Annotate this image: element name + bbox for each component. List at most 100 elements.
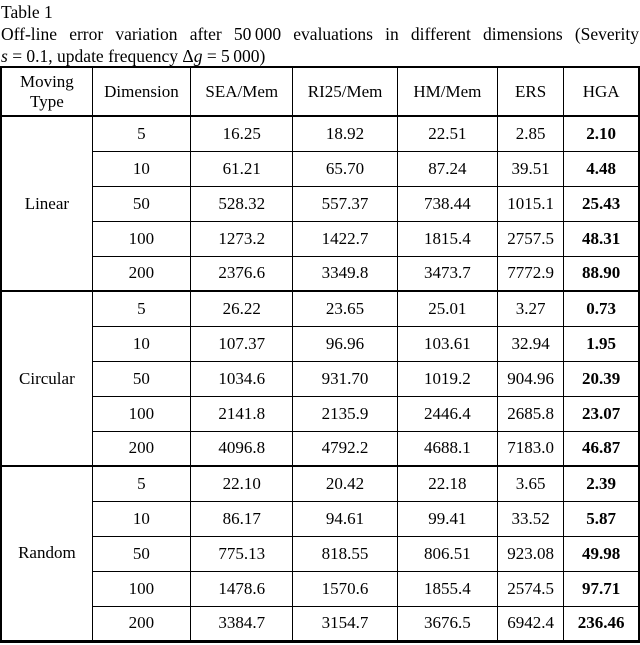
sea-mem-cell: 2376.6 <box>190 255 294 292</box>
hga-cell: 0.73 <box>563 290 640 327</box>
hm-mem-cell: 738.44 <box>396 185 499 222</box>
hga-cell: 1.95 <box>563 325 640 362</box>
hm-mem-cell: 25.01 <box>396 290 499 327</box>
ri25-mem-cell: 1422.7 <box>292 220 398 257</box>
table-row: 200 2376.6 3349.8 3473.7 7772.9 88.90 <box>1 255 640 292</box>
sea-mem-cell: 22.10 <box>190 465 294 502</box>
table-label: Table 1 <box>1 2 53 22</box>
ers-cell: 2685.8 <box>497 395 565 432</box>
table-row: 10 107.37 96.96 103.61 32.94 1.95 <box>1 325 640 362</box>
table-row: 50 528.32 557.37 738.44 1015.1 25.43 <box>1 185 640 222</box>
ri25-mem-cell: 4792.2 <box>292 430 398 467</box>
dimension-cell: 5 <box>91 465 192 502</box>
col-header-hm-mem: HM/Mem <box>396 66 499 117</box>
hga-cell: 4.48 <box>563 150 640 187</box>
table-header: Moving Type Dimension SEA/Mem RI25/Mem HM… <box>0 66 640 117</box>
table-row: Linear 5 16.25 18.92 22.51 2.85 2.10 <box>0 115 640 292</box>
table-body: Linear 5 16.25 18.92 22.51 2.85 2.10 10 … <box>0 115 640 642</box>
dimension-cell: 200 <box>91 430 192 467</box>
ri25-mem-cell: 23.65 <box>292 290 398 327</box>
ri25-mem-cell: 931.70 <box>292 360 398 397</box>
ers-cell: 7183.0 <box>497 430 565 467</box>
sea-mem-cell: 775.13 <box>190 535 294 572</box>
hga-cell: 5.87 <box>563 500 640 537</box>
caption-mid-text: = 0.1, update frequency <box>7 46 183 66</box>
sea-mem-cell: 1273.2 <box>190 220 294 257</box>
hm-mem-cell: 1855.4 <box>396 570 499 607</box>
caption-end-text: = 5 000) <box>202 46 266 66</box>
ers-cell: 2757.5 <box>497 220 565 257</box>
ers-cell: 3.65 <box>497 465 565 502</box>
hga-cell: 97.71 <box>563 570 640 607</box>
hga-cell: 2.10 <box>563 115 640 152</box>
ri25-mem-cell: 20.42 <box>292 465 398 502</box>
moving-type-cell-circular: Circular <box>0 290 93 467</box>
ers-cell: 2.85 <box>497 115 565 152</box>
caption-line-2: Off-line error variation after 50 000 ev… <box>1 24 639 44</box>
table-row: Circular 5 26.22 23.65 25.01 3.27 0.73 <box>0 290 640 467</box>
hga-cell: 236.46 <box>563 605 640 642</box>
dimension-cell: 10 <box>91 150 192 187</box>
moving-type-line1: Moving <box>19 71 74 91</box>
hm-mem-cell: 22.51 <box>396 115 499 152</box>
moving-type-line2: Type <box>30 91 64 111</box>
hm-mem-cell: 87.24 <box>396 150 499 187</box>
sea-mem-cell: 61.21 <box>190 150 294 187</box>
table-row: 50 775.13 818.55 806.51 923.08 49.98 <box>1 535 640 572</box>
hm-mem-cell: 1815.4 <box>396 220 499 257</box>
dimension-cell: 100 <box>91 220 192 257</box>
ers-cell: 3.27 <box>497 290 565 327</box>
table-caption: Table 1 Off-line error variation after 5… <box>0 0 640 66</box>
sea-mem-cell: 528.32 <box>190 185 294 222</box>
ri25-mem-cell: 818.55 <box>292 535 398 572</box>
hm-mem-cell: 103.61 <box>396 325 499 362</box>
col-header-ers: ERS <box>497 66 565 117</box>
hm-mem-cell: 99.41 <box>396 500 499 537</box>
ers-cell: 39.51 <box>497 150 565 187</box>
sea-mem-cell: 86.17 <box>190 500 294 537</box>
dimension-cell: 5 <box>91 290 192 327</box>
sea-mem-cell: 3384.7 <box>190 605 294 642</box>
dimension-cell: 50 <box>91 535 192 572</box>
ri25-mem-cell: 65.70 <box>292 150 398 187</box>
dimension-cell: 10 <box>91 325 192 362</box>
ers-cell: 904.96 <box>497 360 565 397</box>
ri25-mem-cell: 2135.9 <box>292 395 398 432</box>
ers-cell: 6942.4 <box>497 605 565 642</box>
dimension-cell: 5 <box>91 115 192 152</box>
dimension-cell: 200 <box>91 605 192 642</box>
frequency-symbol: g <box>193 46 203 66</box>
ers-cell: 7772.9 <box>497 255 565 292</box>
hga-cell: 2.39 <box>563 465 640 502</box>
dimension-cell: 10 <box>91 500 192 537</box>
table-row: 100 2141.8 2135.9 2446.4 2685.8 23.07 <box>1 395 640 432</box>
table-row: 10 61.21 65.70 87.24 39.51 4.48 <box>1 150 640 187</box>
ers-cell: 33.52 <box>497 500 565 537</box>
col-header-dimension: Dimension <box>91 66 192 117</box>
table-row: Random 5 22.10 20.42 22.18 3.65 2.39 <box>0 465 640 642</box>
ri25-mem-cell: 96.96 <box>292 325 398 362</box>
results-table: Moving Type Dimension SEA/Mem RI25/Mem HM… <box>0 66 640 643</box>
table-row: 200 4096.8 4792.2 4688.1 7183.0 46.87 <box>1 430 640 467</box>
dimension-cell: 50 <box>91 185 192 222</box>
sea-mem-cell: 1034.6 <box>190 360 294 397</box>
sea-mem-cell: 16.25 <box>190 115 294 152</box>
hm-mem-cell: 3473.7 <box>396 255 499 292</box>
moving-type-cell-random: Random <box>0 465 93 642</box>
severity-symbol: s <box>1 46 8 66</box>
hga-cell: 20.39 <box>563 360 640 397</box>
table-row: 200 3384.7 3154.7 3676.5 6942.4 236.46 <box>1 605 640 642</box>
col-header-hga: HGA <box>563 66 640 117</box>
hm-mem-cell: 806.51 <box>396 535 499 572</box>
hm-mem-cell: 4688.1 <box>396 430 499 467</box>
moving-type-cell-linear: Linear <box>0 115 93 292</box>
delta-symbol: Δ <box>182 46 194 66</box>
hm-mem-cell: 22.18 <box>396 465 499 502</box>
ri25-mem-cell: 3349.8 <box>292 255 398 292</box>
col-header-ri25-mem: RI25/Mem <box>292 66 398 117</box>
col-header-sea-mem: SEA/Mem <box>190 66 294 117</box>
table-row: 100 1273.2 1422.7 1815.4 2757.5 48.31 <box>1 220 640 257</box>
dimension-cell: 200 <box>91 255 192 292</box>
hm-mem-cell: 2446.4 <box>396 395 499 432</box>
ers-cell: 2574.5 <box>497 570 565 607</box>
